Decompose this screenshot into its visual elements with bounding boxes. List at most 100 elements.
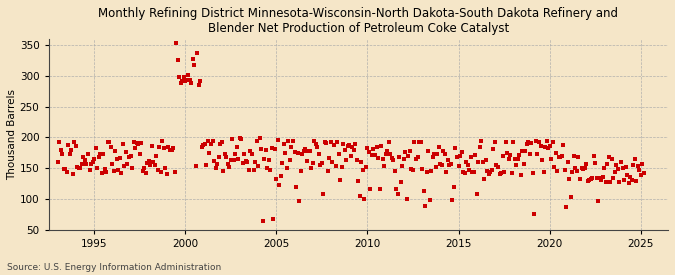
Point xyxy=(477,160,488,164)
Point xyxy=(350,142,360,146)
Point xyxy=(386,156,397,161)
Point xyxy=(612,167,623,172)
Point xyxy=(558,142,568,147)
Point xyxy=(494,172,505,176)
Point xyxy=(257,218,268,223)
Point xyxy=(165,148,176,153)
Point xyxy=(634,168,645,172)
Point xyxy=(403,154,414,158)
Point xyxy=(412,155,423,160)
Point xyxy=(54,140,65,144)
Point xyxy=(149,163,160,167)
Point xyxy=(72,165,83,169)
Point xyxy=(75,166,86,170)
Point xyxy=(307,161,318,165)
Point xyxy=(629,157,640,161)
Point xyxy=(352,158,362,162)
Point xyxy=(517,148,528,153)
Point xyxy=(256,146,267,151)
Point xyxy=(245,148,256,153)
Point xyxy=(184,78,195,82)
Point xyxy=(561,204,572,209)
Point xyxy=(539,145,550,149)
Point xyxy=(196,145,207,149)
Point xyxy=(183,73,194,77)
Point xyxy=(452,155,462,159)
Point xyxy=(160,166,171,170)
Point xyxy=(344,142,354,147)
Point xyxy=(354,194,365,199)
Point xyxy=(503,157,514,161)
Point xyxy=(97,170,107,175)
Point xyxy=(467,170,478,174)
Point xyxy=(518,162,529,166)
Point xyxy=(368,147,379,151)
Point xyxy=(443,158,454,163)
Point xyxy=(157,139,168,143)
Point xyxy=(99,166,110,171)
Point xyxy=(286,144,297,149)
Point xyxy=(313,151,324,156)
Y-axis label: Thousand Barrels: Thousand Barrels xyxy=(7,89,17,180)
Point xyxy=(521,141,532,146)
Point xyxy=(485,170,496,175)
Point xyxy=(453,164,464,168)
Point xyxy=(374,187,385,192)
Point xyxy=(376,143,387,148)
Point xyxy=(346,153,356,158)
Point xyxy=(315,163,326,167)
Point xyxy=(385,152,396,156)
Point xyxy=(495,171,506,175)
Point xyxy=(130,146,140,150)
Point xyxy=(488,147,499,151)
Point xyxy=(234,136,245,141)
Point xyxy=(414,140,425,144)
Point xyxy=(483,172,494,176)
Point xyxy=(585,177,596,182)
Point xyxy=(167,146,178,150)
Point xyxy=(52,160,63,164)
Point xyxy=(593,199,603,203)
Point xyxy=(80,158,90,162)
Point xyxy=(291,185,302,189)
Point xyxy=(564,177,574,182)
Point xyxy=(543,146,554,150)
Point xyxy=(227,137,238,142)
Point xyxy=(115,155,126,160)
Point xyxy=(464,168,475,173)
Point xyxy=(367,152,377,157)
Point xyxy=(410,157,421,161)
Point xyxy=(107,162,117,166)
Point xyxy=(359,197,370,201)
Point xyxy=(622,173,632,177)
Point xyxy=(288,139,298,144)
Point xyxy=(379,164,389,169)
Point xyxy=(388,158,399,163)
Point xyxy=(537,158,547,163)
Point xyxy=(304,149,315,153)
Point xyxy=(614,180,625,185)
Point xyxy=(397,164,408,168)
Point xyxy=(310,142,321,146)
Point xyxy=(331,140,342,145)
Point xyxy=(98,152,109,156)
Point xyxy=(471,192,482,196)
Point xyxy=(520,149,531,153)
Point xyxy=(297,152,308,156)
Point xyxy=(57,152,68,156)
Point xyxy=(394,155,405,159)
Point xyxy=(259,157,269,161)
Point xyxy=(398,157,409,161)
Point xyxy=(364,150,375,154)
Point xyxy=(380,152,391,156)
Point xyxy=(277,160,288,165)
Point xyxy=(209,158,219,163)
Point xyxy=(292,150,303,155)
Point xyxy=(523,140,534,144)
Point xyxy=(617,166,628,170)
Point xyxy=(61,170,72,175)
Point xyxy=(535,144,546,148)
Point xyxy=(335,178,346,183)
Point xyxy=(555,155,566,159)
Point xyxy=(105,145,116,149)
